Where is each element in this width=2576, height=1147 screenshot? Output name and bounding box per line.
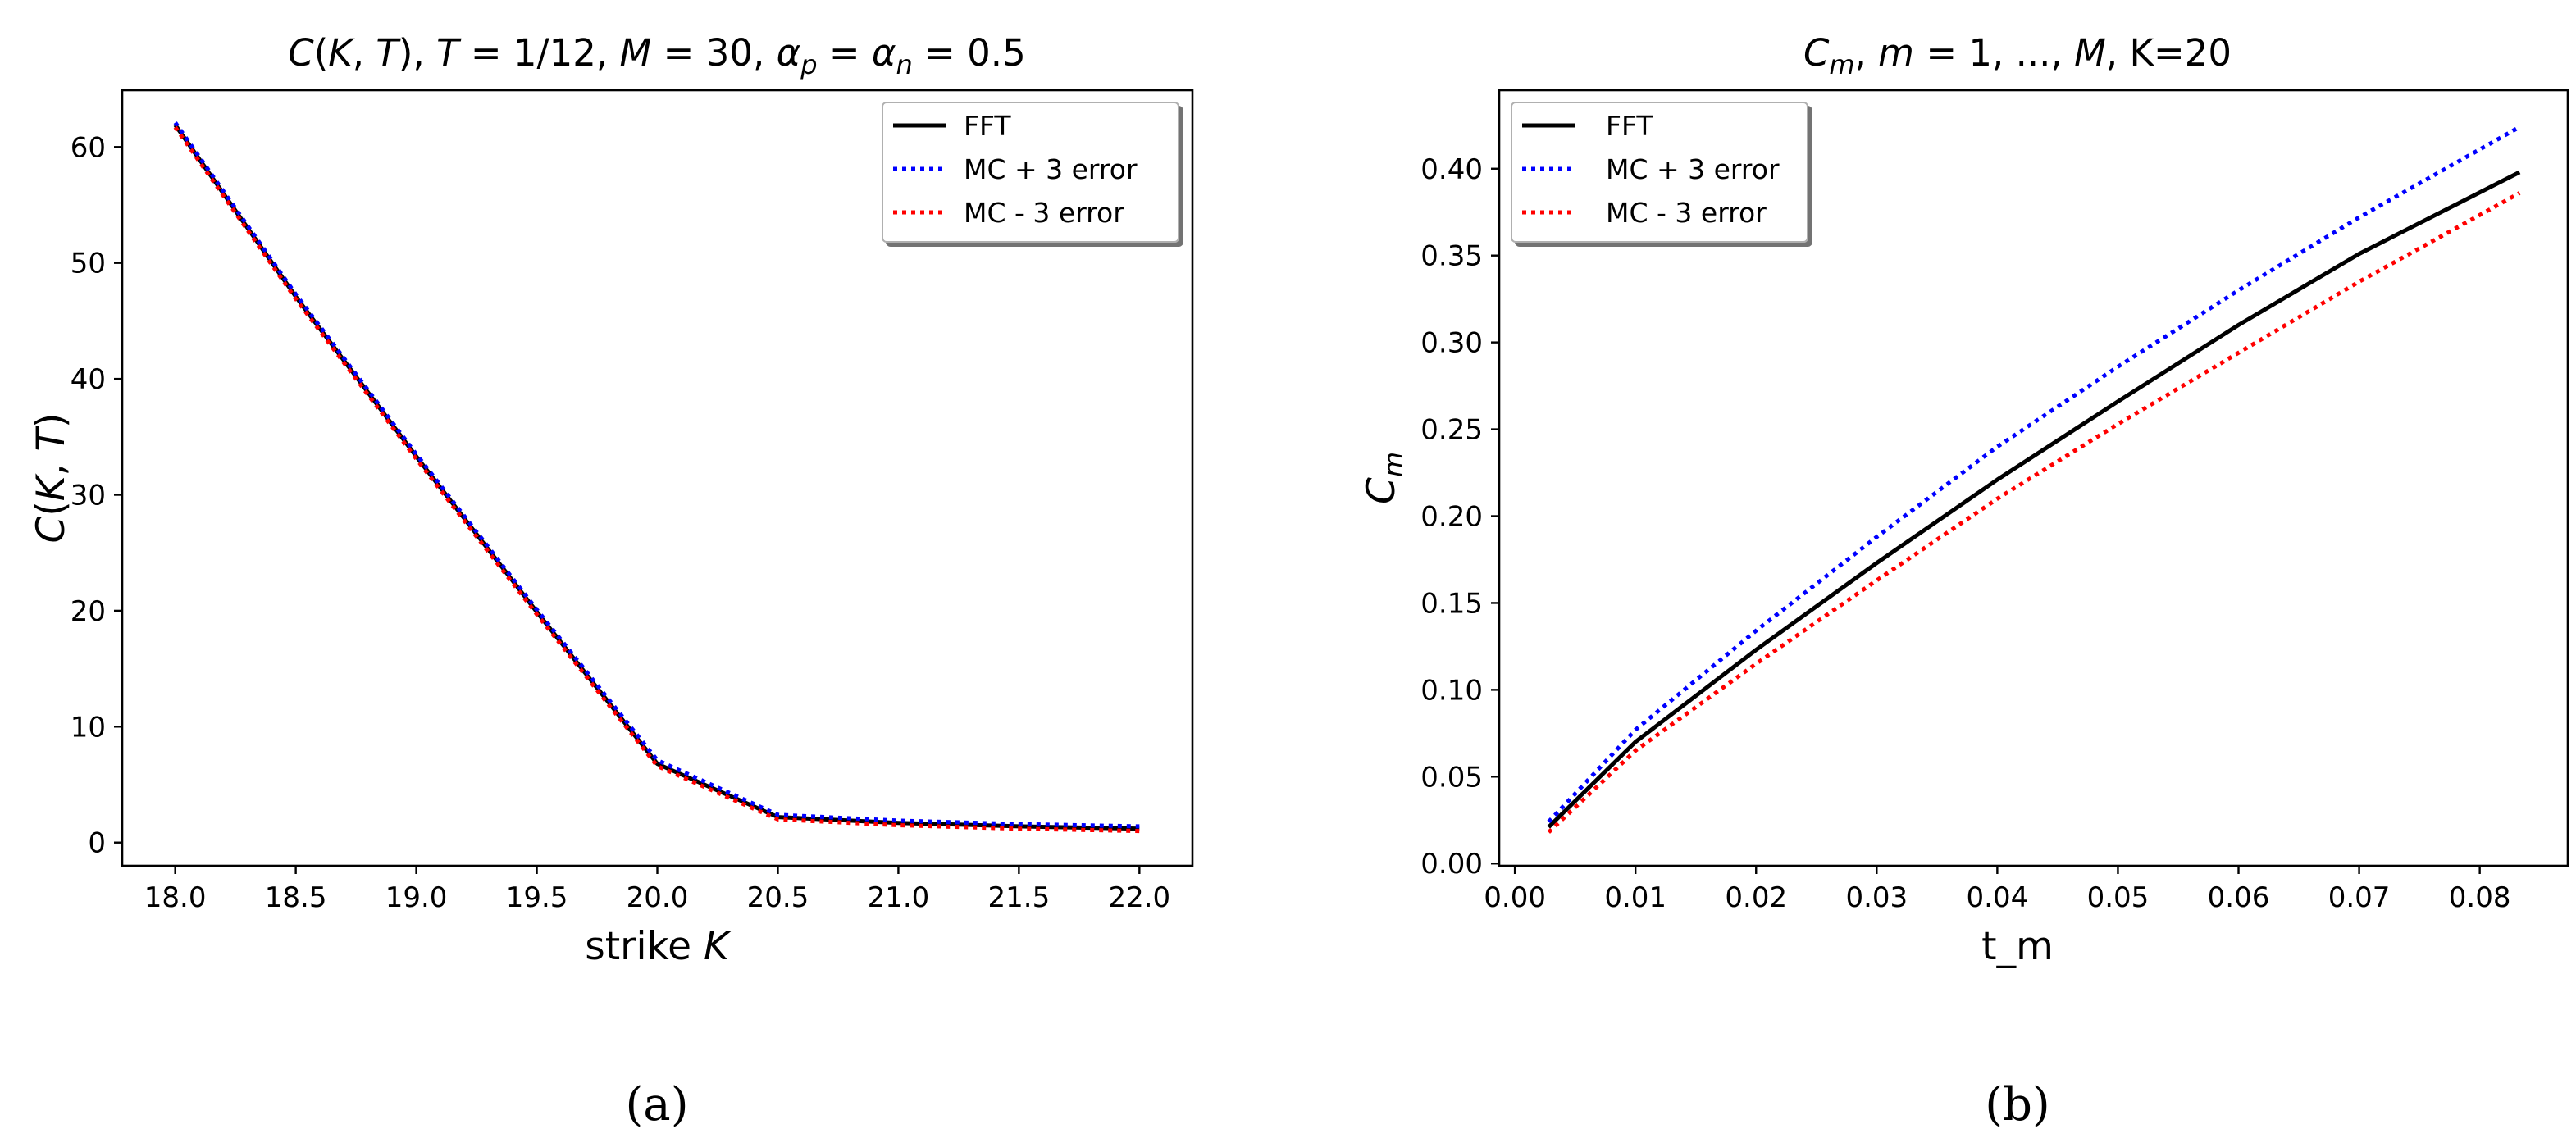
y-axis-label-b: Cm (1359, 452, 1409, 504)
x-tick-label-a: 21.0 (868, 881, 930, 914)
x-tick-label-a: 20.5 (747, 881, 809, 914)
y-tick-label-a: 20 (71, 595, 106, 628)
y-tick-label-b: 0.40 (1420, 153, 1483, 186)
legend-label-fft-a: FFT (964, 110, 1011, 142)
y-tick-label-a: 50 (71, 248, 106, 280)
plot-frame-b (1498, 89, 2569, 867)
x-axis-label-b: t_m (1981, 924, 2054, 969)
x-tick-label-a: 21.5 (988, 881, 1051, 914)
x-tick-label-b: 0.08 (2449, 881, 2511, 914)
x-tick-label-a: 20.0 (627, 881, 689, 914)
y-tick-label-b: 0.15 (1420, 587, 1483, 620)
y-tick-label-b: 0.35 (1420, 240, 1483, 273)
x-tick-label-b: 0.07 (2328, 881, 2391, 914)
y-tick-label-b: 0.30 (1420, 327, 1483, 360)
y-tick-label-a: 30 (71, 480, 106, 512)
legend-label-mc-plus-a: MC + 3 error (964, 153, 1138, 185)
chart-title-a: C(K, T), T = 1/12, M = 30, αp = αn = 0.5 (288, 31, 1025, 80)
y-axis-label-a: C(K, T) (29, 413, 74, 544)
x-tick-label-b: 0.01 (1604, 881, 1666, 914)
y-tick-label-a: 60 (71, 131, 106, 164)
y-tick-label-a: 40 (71, 363, 106, 396)
y-tick-label-b: 0.20 (1420, 501, 1483, 534)
x-tick-label-a: 18.5 (265, 881, 327, 914)
chart-b: 0.00 0.01 0.02 0.03 0.04 0.05 0.06 0.07 0.08 0.00… (1359, 31, 2569, 1131)
legend-label-fft-b: FFT (1606, 110, 1653, 142)
legend-box-a (882, 102, 1179, 243)
chart-title-b: Cm, m = 1, ..., M, K=20 (1803, 31, 2232, 80)
y-tick-label-b: 0.10 (1420, 674, 1483, 707)
x-tick-label-a: 19.0 (385, 881, 448, 914)
legend-label-mc-minus-b: MC - 3 error (1606, 197, 1767, 229)
x-tick-label-a: 19.5 (506, 881, 568, 914)
x-tick-label-b: 0.03 (1845, 881, 1908, 914)
chart-a: 18.0 18.5 19.0 19.5 20.0 20.5 21.0 21.5 22.0 0 10 2… (29, 31, 1194, 1131)
x-tick-label-b: 0.00 (1484, 881, 1546, 914)
x-axis-label-a: strike K (585, 924, 732, 969)
legend-label-mc-plus-b: MC + 3 error (1606, 153, 1780, 185)
y-tick-label-b: 0.00 (1420, 848, 1483, 881)
panel-label-b: (b) (1985, 1078, 2050, 1131)
series-line-mc-plus-b (1547, 125, 2521, 824)
y-tick-label-a: 0 (88, 827, 106, 860)
x-tick-label-b: 0.06 (2208, 881, 2270, 914)
x-tick-label-a: 22.0 (1108, 881, 1170, 914)
panel-label-a: (a) (625, 1078, 688, 1131)
series-line-fft-b (1547, 170, 2521, 829)
series-line-mc-minus-b (1547, 191, 2521, 834)
y-tick-label-b: 0.05 (1420, 761, 1483, 794)
legend-label-mc-minus-a: MC - 3 error (964, 197, 1124, 229)
x-tick-label-b: 0.04 (1967, 881, 2029, 914)
legend-box-b (1511, 102, 1808, 243)
legend-b: FFT MC + 3 error MC - 3 error (1511, 102, 1808, 243)
x-tick-label-a: 18.0 (144, 881, 207, 914)
x-tick-label-b: 0.02 (1725, 881, 1787, 914)
x-tick-label-b: 0.05 (2087, 881, 2150, 914)
y-tick-label-a: 10 (71, 711, 106, 744)
legend-a: FFT MC + 3 error MC - 3 error (882, 102, 1179, 243)
y-tick-label-b: 0.25 (1420, 414, 1483, 447)
